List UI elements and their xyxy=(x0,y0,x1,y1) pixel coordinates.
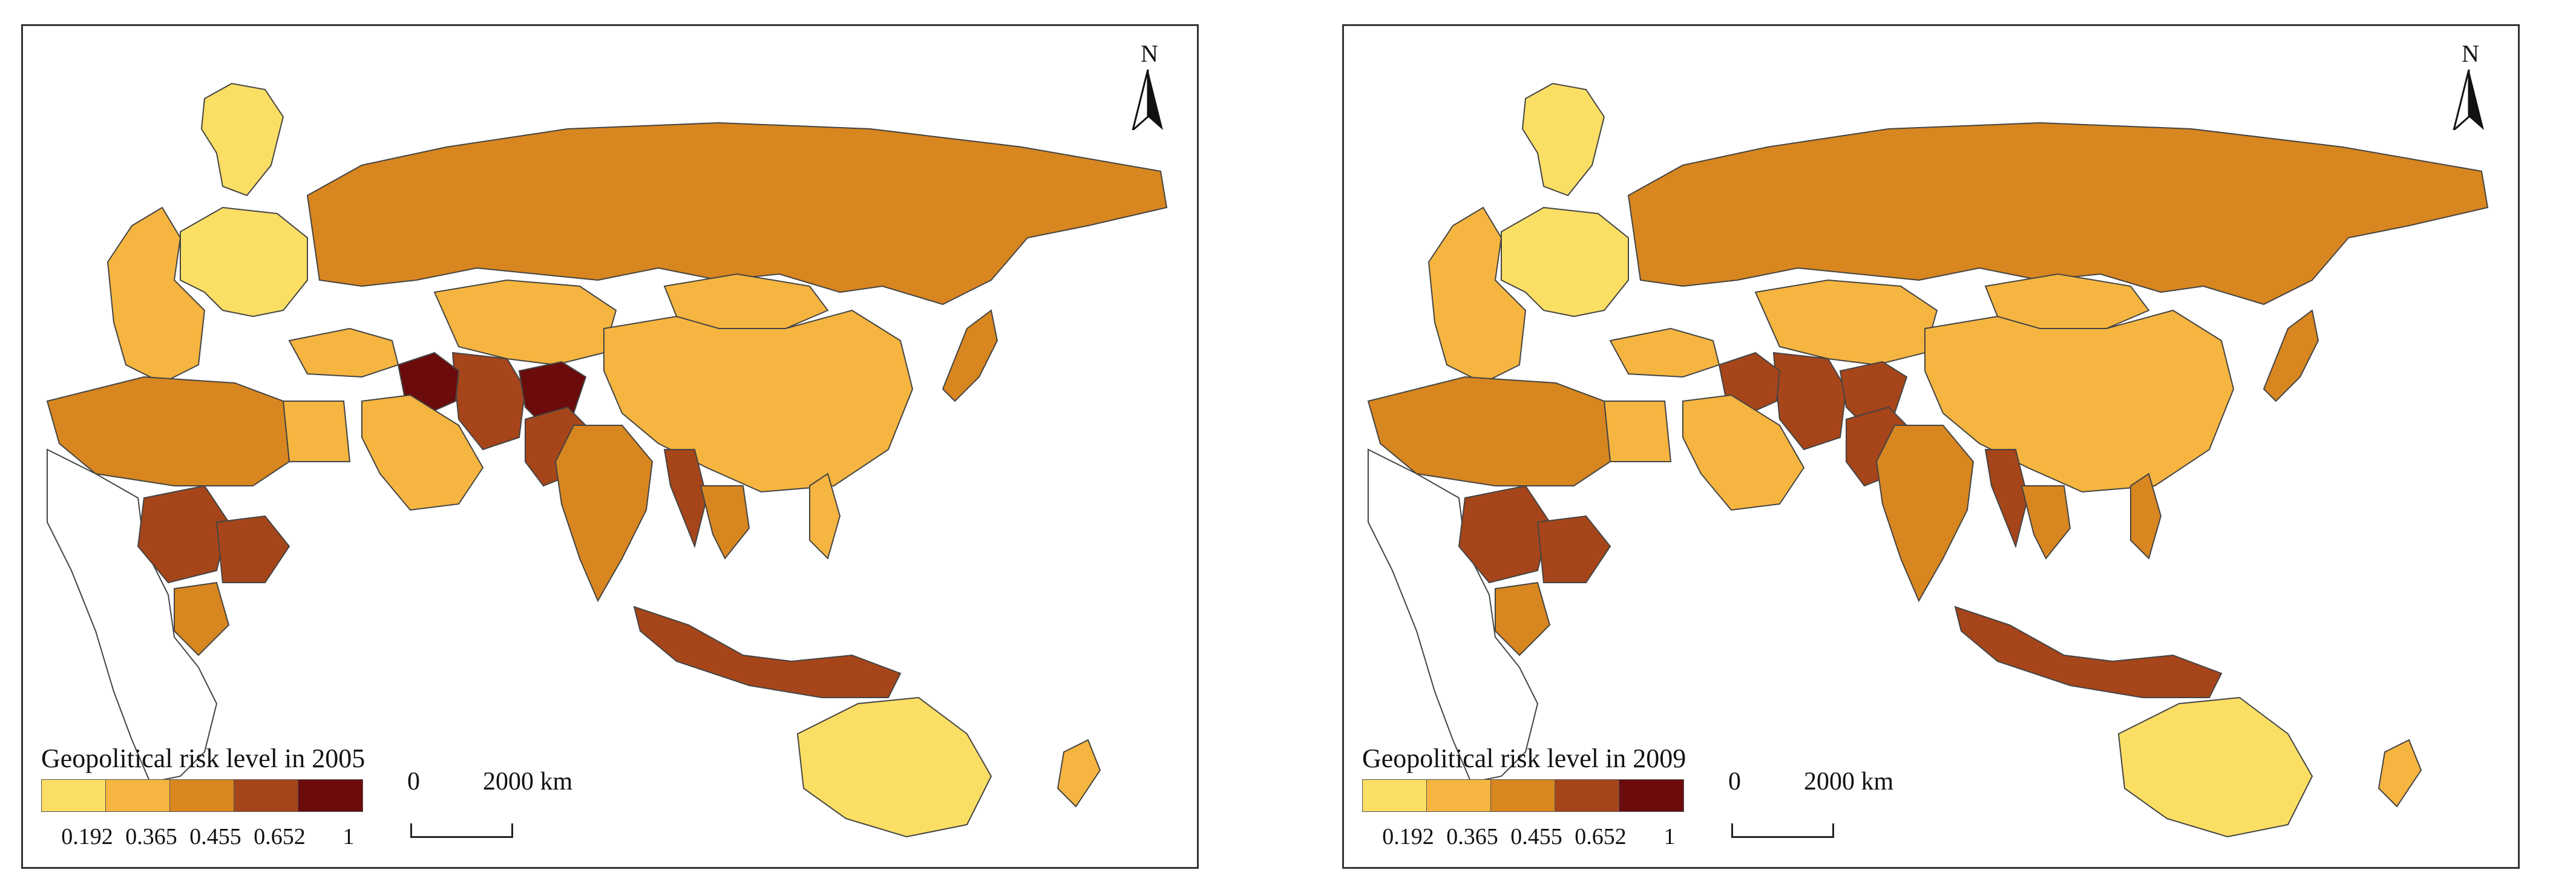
north-arrow-icon xyxy=(1132,70,1163,130)
legend-title: Geopolitical risk level in 2009 xyxy=(1362,744,1686,773)
scale-distance-label: 2000 km xyxy=(483,768,573,796)
region-egypt xyxy=(1603,401,1672,462)
region-australia xyxy=(2117,696,2313,838)
region-central_asia xyxy=(1754,279,1938,366)
region-russia xyxy=(306,122,1168,306)
region-india xyxy=(554,425,654,603)
region-philippines xyxy=(809,473,841,560)
legend-class-1 xyxy=(1363,780,1427,811)
scale-distance-label: 2000 km xyxy=(1804,768,1894,796)
region-india xyxy=(1875,425,1975,603)
north-arrow-icon xyxy=(2453,70,2484,130)
region-myanmar xyxy=(663,449,708,549)
region-indonesia xyxy=(1954,606,2223,698)
region-japan xyxy=(942,309,998,402)
legend-tick: 1 xyxy=(1663,824,1676,849)
region-europe_east xyxy=(180,206,308,318)
region-turkey xyxy=(288,327,399,378)
region-thailand xyxy=(700,485,750,560)
legend-class-5 xyxy=(1619,780,1683,811)
region-arabia xyxy=(1682,394,1805,511)
legend-class-4 xyxy=(234,780,298,811)
legend-class-1 xyxy=(42,780,106,811)
region-north_africa xyxy=(46,376,290,486)
region-arabia xyxy=(361,394,484,511)
legend-class-3 xyxy=(170,780,234,811)
legend-tick: 0.455 xyxy=(189,824,241,849)
map-2005 xyxy=(46,82,1168,838)
legend-class-3 xyxy=(1491,780,1555,811)
north-label: N xyxy=(2462,40,2479,67)
legend-color-bar xyxy=(1362,779,1684,812)
legend-tick: 1 xyxy=(342,824,355,849)
legend-class-2 xyxy=(106,780,170,811)
region-japan xyxy=(2263,309,2319,402)
region-mongolia xyxy=(1984,273,2150,329)
north-label: N xyxy=(1141,40,1158,67)
region-europe_east xyxy=(1501,206,1629,318)
region-new_zealand xyxy=(2378,739,2422,808)
region-philippines xyxy=(2130,473,2162,560)
region-north_africa xyxy=(1367,376,1611,486)
legend-tick: 0.192 xyxy=(1382,824,1434,849)
region-russia xyxy=(1627,122,2489,306)
scale-bar xyxy=(410,823,513,838)
region-australia xyxy=(796,696,992,838)
legend-tick: 0.455 xyxy=(1510,824,1562,849)
region-indonesia xyxy=(633,606,902,698)
region-thailand xyxy=(2020,485,2071,560)
legend-tick: 0.652 xyxy=(254,824,306,849)
region-turkey xyxy=(1609,327,1720,378)
region-china xyxy=(603,309,914,493)
legend-class-4 xyxy=(1555,780,1619,811)
region-egypt xyxy=(282,401,351,462)
region-scandinavia xyxy=(200,82,284,197)
region-europe_west xyxy=(107,206,206,384)
region-ethiopia xyxy=(215,515,290,583)
region-central_asia xyxy=(433,279,617,366)
map-panel-2009: N Geopolitical risk level in 2009 0.192 … xyxy=(1342,24,2520,869)
region-china xyxy=(1924,309,2235,493)
legend-class-5 xyxy=(298,780,362,811)
region-ethiopia xyxy=(1536,515,1611,583)
region-new_zealand xyxy=(1057,739,1101,808)
map-2009 xyxy=(1367,82,2489,838)
region-scandinavia xyxy=(1521,82,1605,197)
legend-tick: 0.192 xyxy=(61,824,113,849)
legend-tick: 0.652 xyxy=(1575,824,1627,849)
region-myanmar xyxy=(1984,449,2029,549)
region-kenya xyxy=(174,581,230,656)
region-mongolia xyxy=(663,273,829,329)
scale-zero-label: 0 xyxy=(1728,768,1741,796)
legend-title: Geopolitical risk level in 2005 xyxy=(41,744,365,773)
legend-tick: 0.365 xyxy=(1446,824,1498,849)
legend-tick: 0.365 xyxy=(125,824,177,849)
scale-bar xyxy=(1731,823,1834,838)
map-panel-2005: N Geopolitical risk level in 2005 0.192 … xyxy=(21,24,1199,869)
region-kenya xyxy=(1495,581,1551,656)
region-europe_west xyxy=(1427,206,1527,384)
scale-zero-label: 0 xyxy=(407,768,420,796)
legend-color-bar xyxy=(41,779,363,812)
legend-class-2 xyxy=(1427,780,1491,811)
